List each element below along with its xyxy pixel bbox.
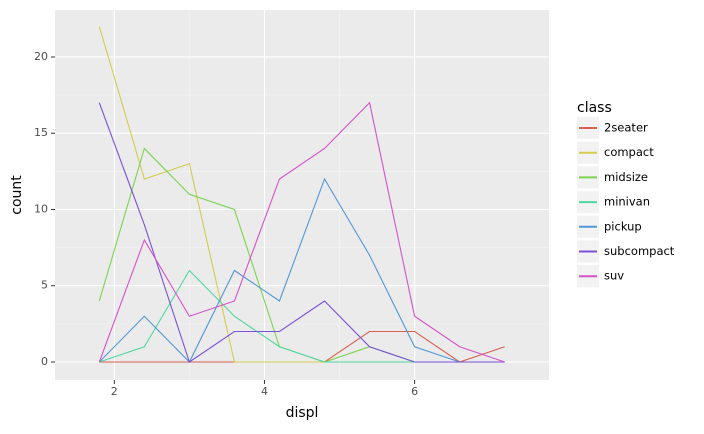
legend-label: subcompact: [604, 244, 675, 258]
y-tick-label: 20: [34, 50, 48, 63]
legend-label: suv: [604, 269, 624, 283]
series-line: [98, 177, 505, 363]
x-tick-label: 2: [111, 385, 118, 398]
legend-label: midsize: [604, 170, 648, 184]
series-line: [98, 102, 505, 363]
legend-label: compact: [604, 145, 654, 159]
y-tick-label: 0: [41, 355, 48, 368]
legend-label: 2seater: [604, 121, 648, 135]
y-tick-label: 15: [34, 126, 48, 139]
x-tick-label: 6: [411, 385, 418, 398]
legend-label: minivan: [604, 195, 650, 209]
x-tick-label: 4: [261, 385, 268, 398]
plot-panel: [55, 10, 549, 380]
legend-label: pickup: [604, 219, 642, 233]
x-axis-title: displ: [286, 405, 319, 421]
series-line: [98, 101, 505, 363]
legend-title: class: [577, 100, 612, 116]
y-tick-label: 10: [34, 202, 48, 215]
y-tick-label: 5: [41, 279, 48, 292]
y-axis-title: count: [9, 175, 25, 215]
